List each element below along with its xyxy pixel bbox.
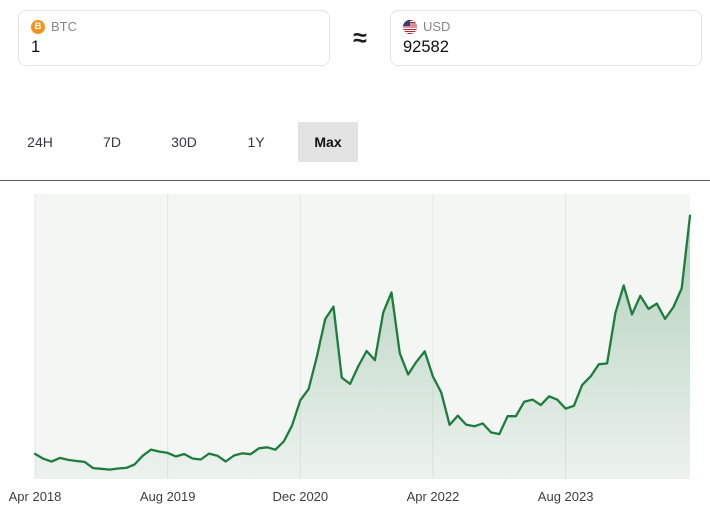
tab-24h[interactable]: 24H [10,122,70,162]
currency-converter: B BTC ≈ USD [0,0,710,66]
price-area-fill [35,215,690,479]
x-axis-label: Aug 2023 [537,489,594,504]
x-axis-label: Dec 2020 [272,489,329,504]
usd-label-row: USD [403,19,689,34]
tab-30d[interactable]: 30D [154,122,214,162]
x-axis-label: Apr 2022 [406,489,460,504]
usd-amount-input[interactable] [403,38,689,57]
price-line [33,214,692,471]
tab-7d[interactable]: 7D [82,122,142,162]
x-axis-label: Apr 2018 [8,489,62,504]
bitcoin-icon: B [31,19,45,34]
usd-currency-label: USD [423,19,451,34]
section-divider [0,180,710,181]
price-chart-canvas[interactable] [0,181,710,515]
usd-input-box[interactable]: USD [390,10,702,66]
tab-1y[interactable]: 1Y [226,122,286,162]
us-flag-icon [403,19,417,34]
btc-label-row: B BTC [31,19,317,34]
x-axis-label: Aug 2019 [139,489,196,504]
btc-input-box[interactable]: B BTC [18,10,330,66]
price-chart[interactable]: Apr 2018 Aug 2019 Dec 2020 Apr 2022 Aug … [0,181,710,515]
btc-amount-input[interactable] [31,38,317,57]
time-range-tabs: 24H 7D 30D 1Y Max [0,122,710,162]
tab-max[interactable]: Max [298,122,358,162]
approx-equals-symbol: ≈ [353,24,367,52]
btc-currency-label: BTC [51,19,77,34]
